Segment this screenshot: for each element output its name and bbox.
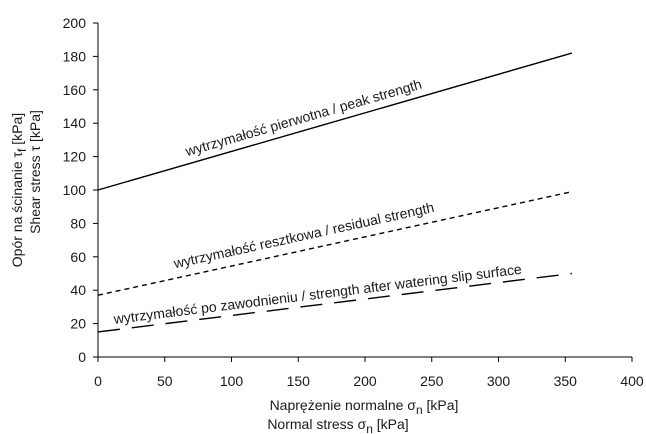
x-tick-label: 300 [487,373,511,389]
x-tick-label: 250 [420,373,444,389]
y-tick-label: 140 [63,115,87,131]
y-axis-title-en: Shear stress τ [kPa] [27,110,43,234]
x-axis-title-pl: Naprężenie normalne σn [kPa] [270,397,459,417]
y-tick-label: 80 [70,215,86,231]
y-tick-label: 160 [63,82,87,98]
series-label-2: wytrzymałość resztkowa / residual streng… [171,199,435,272]
y-tick-label: 200 [63,15,87,31]
series-label-1: wytrzymałość pierwotna / peak strength [183,76,424,160]
series-line-3 [97,272,573,333]
y-tick-label: 0 [78,349,86,365]
x-axis-title-en: Normal stress σn [kPa] [267,416,408,434]
x-tick-label: 350 [554,373,578,389]
x-tick-label: 150 [287,373,311,389]
series-line-1 [97,52,573,191]
y-tick-label: 180 [63,48,87,64]
series-lines [97,52,573,333]
y-axis-title-pl: Opór na ścinanie τf [kPa] [9,113,29,267]
y-tick-label: 40 [70,282,86,298]
y-tick-label: 100 [63,182,87,198]
x-tick-label: 200 [353,373,377,389]
y-tick-label: 60 [70,249,86,265]
x-tick-label: 0 [94,373,102,389]
y-tick-label: 20 [70,316,86,332]
x-tick-label: 100 [220,373,244,389]
series-line-2 [97,190,573,296]
series-label-3: wytrzymałość po zawodnieniu / strength a… [112,261,523,327]
x-tick-label: 400 [620,373,644,389]
series-labels: wytrzymałość pierwotna / peak strength wy… [112,76,523,327]
x-tick-label: 50 [157,373,173,389]
ticks: 0 20 40 60 80 100 120 140 160 180 200 0 50 100 150 200 2… [63,15,644,389]
y-tick-label: 120 [63,149,87,165]
